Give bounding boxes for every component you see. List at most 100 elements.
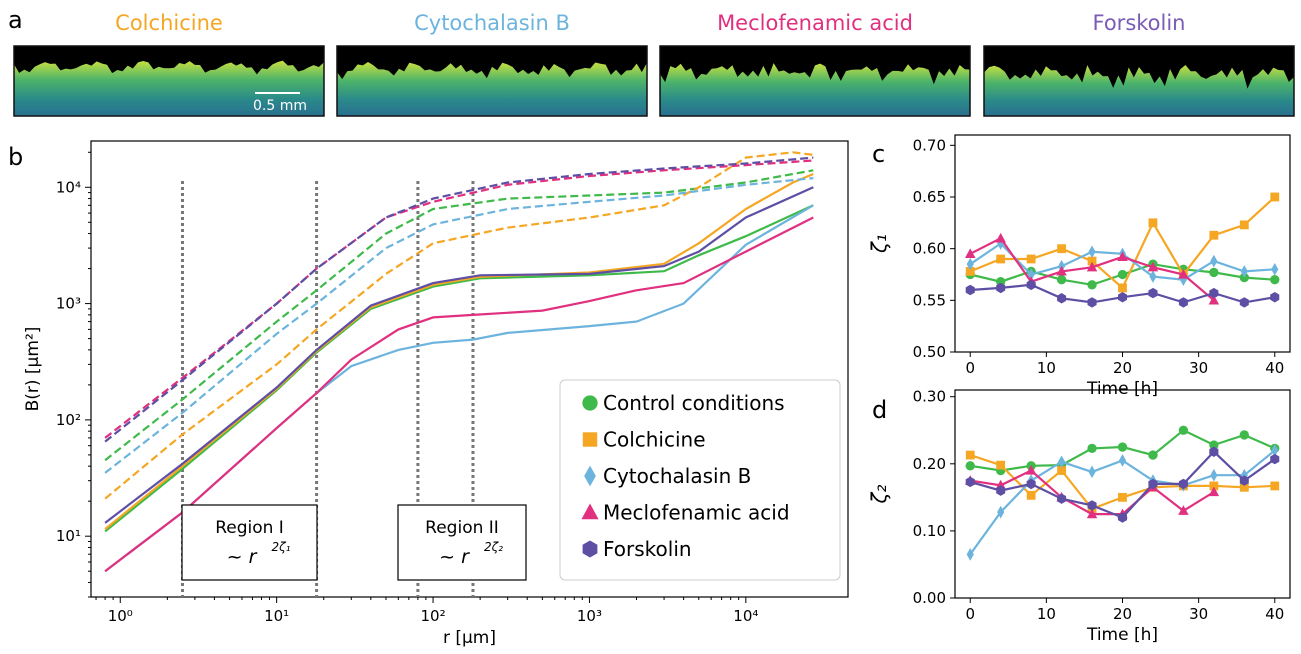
x-tick-label: 40	[1265, 359, 1284, 377]
marker-hexagon	[1118, 292, 1127, 303]
marker-diamond	[1271, 444, 1279, 457]
series-dashed-colchicine	[104, 151, 814, 500]
marker-hexagon	[582, 540, 598, 558]
marker-square	[965, 450, 975, 460]
marker-hexagon	[1239, 475, 1249, 486]
y-tick-label: 0.00	[913, 589, 946, 607]
tissue-region	[984, 64, 1294, 116]
marker-triangle	[1025, 465, 1037, 475]
marker-circle	[1087, 280, 1097, 290]
marker-hexagon	[1239, 297, 1249, 308]
marker-square	[1270, 192, 1280, 202]
legend-entry-control: Control conditions	[603, 391, 785, 415]
micrograph-frame	[13, 45, 325, 117]
y-tick-label: 0.70	[913, 136, 946, 154]
legend: Control conditions Colchicine Cytochalasin…	[559, 379, 841, 581]
series-solid-meclofenamic	[104, 216, 814, 573]
micrograph-4: Forskolin	[983, 11, 1295, 117]
marker-circle	[1209, 440, 1219, 450]
marker-square	[1239, 220, 1249, 230]
marker-triangle	[1147, 261, 1159, 272]
legend-frame	[559, 379, 841, 581]
y-tick-label: 0.10	[913, 522, 946, 540]
y-tick-label: 0.30	[913, 388, 946, 406]
marker-triangle	[1086, 508, 1098, 519]
marker-hexagon	[1270, 453, 1280, 465]
marker-circle	[1239, 430, 1249, 440]
panel-letter-c: c	[872, 140, 885, 168]
region-label: Region I	[215, 518, 284, 538]
marker-hexagon	[996, 282, 1006, 294]
region-box-2: Region II ~ r 2ζ₂	[397, 504, 527, 581]
legend-entry-cytochalasin: Cytochalasin B	[603, 464, 751, 488]
marker-hexagon	[1178, 478, 1188, 490]
x-tick-label: 10⁴	[733, 607, 758, 625]
marker-hexagon	[1270, 292, 1280, 303]
marker-square	[1209, 230, 1219, 240]
x-tick-label: 10	[1037, 359, 1056, 377]
marker-triangle	[995, 232, 1006, 243]
marker-square	[996, 460, 1006, 470]
series-dashed-forskolin	[104, 156, 814, 443]
region-box-1: Region I ~ r 2ζ₁	[181, 504, 318, 581]
legend-entry-meclofenamic: Meclofenamic acid	[603, 501, 790, 525]
marker-diamond	[1271, 263, 1279, 276]
marker-diamond	[966, 548, 974, 561]
micrograph-frame	[336, 45, 648, 117]
marker-triangle	[1208, 486, 1220, 497]
panel-letter-b: b	[8, 143, 23, 171]
marker-square	[1026, 254, 1036, 264]
series-solid-forskolin	[104, 186, 814, 524]
tissue-region	[337, 62, 647, 116]
region-exponent: 2ζ₂	[484, 540, 503, 554]
marker-diamond	[997, 237, 1005, 250]
micrograph-title: Forskolin	[1093, 11, 1186, 35]
marker-square	[965, 267, 975, 276]
y-tick-label: 10¹	[56, 527, 81, 545]
marker-diamond	[1240, 265, 1248, 278]
y-axis-label: ζ₁	[867, 234, 891, 254]
marker-triangle	[1056, 265, 1067, 276]
x-tick-label: 10	[1037, 605, 1056, 623]
marker-hexagon	[1178, 297, 1188, 308]
y-tick-label: 0.50	[913, 343, 946, 361]
marker-square	[996, 254, 1006, 264]
series-dashed-cytochalasin	[104, 177, 814, 474]
legend-entry-forskolin: Forskolin	[603, 537, 692, 561]
panel-letter-d: d	[872, 396, 887, 424]
panel-d-chart: 0 10 20 30 40 0.00 0.10 0.20 0.30 Time [h] ζ₂	[867, 388, 1291, 645]
marker-square	[1087, 256, 1097, 266]
marker-square	[1118, 283, 1127, 293]
region-exponent: 2ζ₁	[272, 540, 291, 554]
marker-diamond	[1210, 468, 1218, 482]
legend-entry-colchicine: Colchicine	[603, 428, 706, 452]
region-label: Region II	[425, 518, 499, 538]
marker-hexagon	[996, 485, 1006, 496]
plot-frame	[90, 140, 849, 598]
marker-square	[1118, 492, 1127, 502]
marker-hexagon	[1209, 446, 1219, 457]
marker-hexagon	[1087, 297, 1097, 308]
marker-circle	[1087, 443, 1097, 454]
marker-hexagon	[1087, 500, 1097, 511]
micrograph-1: Colchicine 0.5 mm	[13, 11, 325, 117]
y-axis-label: B(r) [μm²]	[23, 327, 43, 412]
marker-triangle	[965, 248, 976, 258]
tissue-region	[660, 63, 970, 116]
marker-hexagon	[1057, 293, 1067, 304]
marker-triangle	[1208, 294, 1220, 305]
marker-hexagon	[1057, 493, 1067, 504]
series-solid-control	[104, 204, 814, 533]
x-tick-label: 10⁰	[108, 607, 133, 625]
marker-diamond	[1088, 245, 1096, 259]
micrograph-title: Meclofenamic acid	[717, 11, 913, 35]
y-tick-label: 10⁴	[56, 178, 81, 196]
y-tick-label: 0.20	[913, 455, 946, 473]
marker-square	[1270, 481, 1280, 491]
marker-circle	[1270, 274, 1280, 285]
marker-diamond	[584, 465, 596, 487]
scalebar-label: 0.5 mm	[253, 98, 307, 114]
x-axis-label: Time [h]	[1086, 625, 1158, 645]
marker-hexagon	[965, 476, 975, 488]
